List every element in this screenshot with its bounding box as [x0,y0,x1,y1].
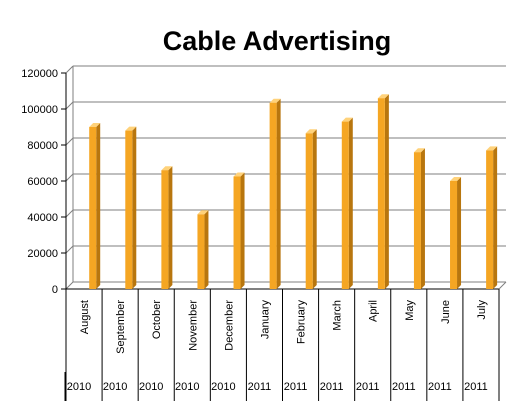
x-category-label: April [368,300,380,322]
bar-side [457,177,462,289]
y-axis-ticks: 0 20000 40000 60000 80000 100000 120000 [21,68,66,296]
x-category-label: February [296,300,308,345]
bar-top [89,123,101,127]
bar-top [486,146,498,151]
y-tick-label: 120000 [21,68,58,80]
bar-april [377,94,389,289]
bar-top [377,94,389,99]
x-category-label: October [151,300,163,339]
bar-top [413,148,425,153]
bar-may [413,148,425,289]
x-year-label: 2011 [284,381,308,393]
gridline-depth [65,137,74,146]
x-year-label: 2011 [392,381,416,393]
x-category-label: March [332,300,344,331]
x-year-label: 2010 [103,381,127,393]
bar-top [450,177,462,181]
x-category-label: January [259,300,271,340]
bar-side [168,166,173,289]
bar-february [305,129,317,289]
bar-front [305,133,313,289]
gridline-depth [65,245,74,254]
y-tick-label: 0 [52,284,58,296]
gridline-depth [65,173,74,182]
chart-title: Cable Advertising [163,26,392,56]
bar-top [305,129,317,134]
y-tick-label: 100000 [21,104,58,116]
x-year-label: 2010 [211,381,235,393]
x-year-label: 2010 [67,381,91,393]
bar-side [493,146,498,289]
gridline-depth [65,101,74,110]
x-category-label: August [79,300,91,334]
bar-august [89,123,101,289]
bar-july [486,146,498,289]
bar-side [240,172,245,289]
x-year-label: 2011 [464,381,488,393]
bar-front [486,150,494,289]
x-year-label: 2010 [175,381,199,393]
bar-top [125,126,137,131]
x-category-label: November [187,300,199,351]
bar-top [161,166,173,171]
x-year-label: 2010 [139,381,163,393]
bar-side [312,129,317,289]
bar-march [341,117,353,289]
x-year-label: 2011 [320,381,344,393]
bar-october [161,166,173,289]
bar-side [96,123,101,289]
gridline-depth [65,281,74,290]
x-year-label: 2011 [356,381,380,393]
y-tick-label: 60000 [27,176,58,188]
bar-top [269,98,281,103]
x-category-label: June [440,300,452,324]
bar-front [413,152,421,289]
bar-front [450,181,458,289]
bar-side [132,126,137,289]
bar-front [197,214,205,289]
x-year-label: 2011 [248,381,272,393]
y-tick-label: 80000 [27,140,58,152]
bar-front [341,121,349,289]
bar-front [89,127,97,289]
y-tick-label: 40000 [27,212,58,224]
bar-june [450,177,462,289]
bar-front [161,170,169,289]
bar-january [269,98,281,289]
bar-side [348,117,353,289]
bar-top [341,117,353,122]
bar-december [233,172,245,289]
bar-november [197,210,209,289]
bar-top [197,210,209,215]
x-category-label: December [223,300,235,351]
floor-edge [498,281,507,290]
bar-front [233,176,241,289]
bar-september [125,126,137,289]
bar-front [125,130,133,289]
bar-front [269,102,277,289]
gridline-depth [65,209,74,218]
x-year-label: 2011 [428,381,452,393]
x-axis-category-labels: August September October November December Ja… [65,289,500,372]
y-tick-label: 20000 [27,248,58,260]
bar-side [204,210,209,289]
x-category-label: May [404,300,416,321]
bar-side [276,98,281,289]
x-axis-year-labels: 2010 2010 2010 2010 2010 2011 2011 2011 2011 2011… [64,372,500,401]
gridline-depth [65,65,74,74]
bar-top [233,172,245,177]
bar-side [420,148,425,289]
gridlines [65,65,506,290]
bars [89,94,498,289]
x-category-label: July [476,300,488,320]
bar-side [384,94,389,289]
bar-front [377,98,385,289]
x-category-label: September [115,300,127,354]
